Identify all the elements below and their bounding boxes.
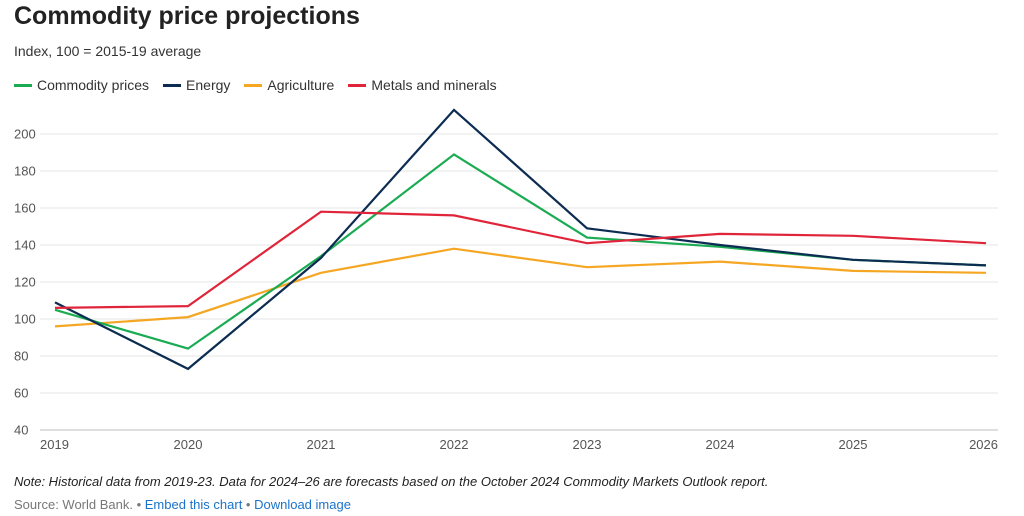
- series-line-agriculture: [54, 247, 987, 328]
- chart-note: Note: Historical data from 2019-23. Data…: [14, 474, 769, 489]
- legend-label: Energy: [186, 77, 231, 93]
- x-tick-label: 2022: [440, 437, 469, 452]
- y-tick-label: 100: [14, 312, 36, 327]
- series-line-energy: [54, 108, 987, 371]
- y-tick-label: 120: [14, 275, 36, 290]
- source-text: Source: World Bank.: [14, 497, 133, 512]
- legend-item-agriculture[interactable]: Agriculture: [244, 77, 334, 93]
- download-image-link[interactable]: Download image: [254, 497, 351, 512]
- chart-title: Commodity price projections: [14, 2, 360, 30]
- legend-label: Commodity prices: [37, 77, 150, 93]
- chart-subtitle: Index, 100 = 2015-19 average: [14, 43, 202, 59]
- y-tick-label: 80: [14, 349, 28, 364]
- y-tick-label: 180: [14, 164, 36, 179]
- chart-legend: Commodity prices Energy Agriculture Meta…: [14, 77, 511, 93]
- series-line-metals-and-minerals: [54, 210, 987, 309]
- chart-footer: Source: World Bank. • Embed this chart •…: [14, 497, 351, 512]
- y-tick-label: 140: [14, 238, 36, 253]
- legend-swatch: [244, 83, 263, 87]
- legend-item-energy[interactable]: Energy: [163, 77, 230, 93]
- x-tick-label: 2024: [706, 437, 735, 452]
- x-tick-label: 2026: [969, 437, 998, 452]
- legend-swatch: [348, 83, 367, 87]
- x-tick-label: 2023: [573, 437, 602, 452]
- y-tick-label: 160: [14, 201, 36, 216]
- x-tick-label: 2021: [307, 437, 336, 452]
- legend-item-metals-and-minerals[interactable]: Metals and minerals: [348, 77, 497, 93]
- footer-separator: •: [242, 497, 255, 512]
- line-chart: 40 60 80 100 120 140 160 180 200 2019 2020 2021 2022…: [14, 108, 998, 452]
- legend-item-commodity-prices[interactable]: Commodity prices: [14, 77, 149, 93]
- legend-label: Metals and minerals: [371, 77, 497, 93]
- footer-separator: •: [132, 497, 145, 512]
- x-tick-label: 2019: [40, 437, 69, 452]
- y-tick-label: 40: [14, 423, 28, 438]
- x-tick-label: 2025: [839, 437, 868, 452]
- embed-chart-link[interactable]: Embed this chart: [144, 497, 243, 512]
- legend-label: Agriculture: [267, 77, 335, 93]
- legend-swatch: [163, 83, 182, 87]
- y-tick-label: 200: [14, 127, 36, 142]
- x-tick-label: 2020: [174, 437, 203, 452]
- y-tick-label: 60: [14, 386, 28, 401]
- legend-swatch: [14, 83, 32, 87]
